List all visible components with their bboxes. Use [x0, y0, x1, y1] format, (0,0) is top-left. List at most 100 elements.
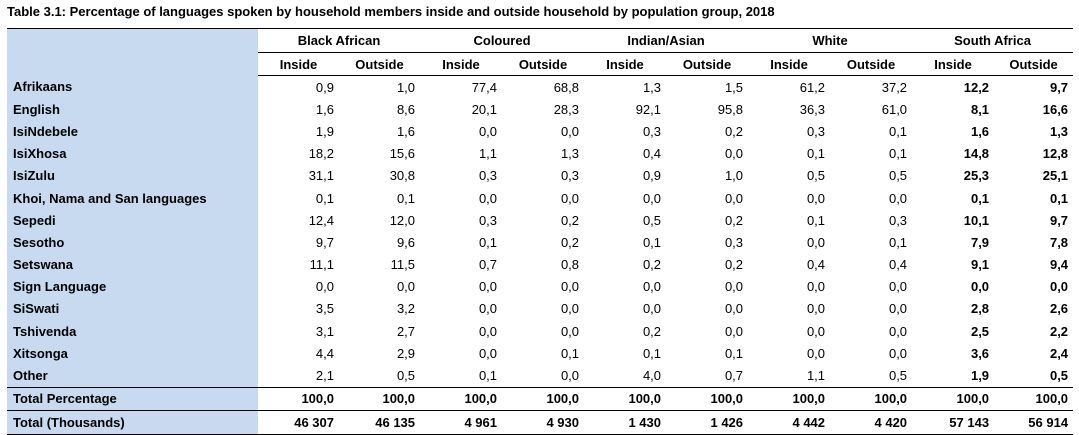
- table-cell: 0,3: [560, 168, 580, 184]
- table-cell: 1,0: [396, 79, 416, 95]
- table-cell: 0,0: [724, 190, 744, 206]
- table-cell: 1,3: [1049, 123, 1069, 139]
- table-cell: 100,0: [258, 386, 339, 411]
- table-cell: 61,0: [881, 101, 908, 117]
- table-cell: 0,5: [1049, 368, 1069, 384]
- table-cell: 0,1: [888, 123, 908, 139]
- table-cell: 95,8: [717, 101, 744, 117]
- table-cell: 28,3: [553, 101, 580, 117]
- table-cell: 0,0: [315, 279, 334, 295]
- inside-column-header: Inside: [584, 52, 667, 76]
- group-header: Indian/Asian: [584, 28, 749, 53]
- table-cell: 12,2: [963, 79, 990, 95]
- table-cell: 0,0: [642, 279, 662, 295]
- language-table: Black African Coloured Indian/Asian Whit…: [7, 28, 1074, 435]
- table-cell: 100,0: [502, 386, 585, 411]
- table-cell: 0,3: [642, 123, 662, 139]
- row-label: English: [7, 98, 258, 121]
- table-cell: 0,0: [806, 279, 826, 295]
- table-cell: 1 430: [584, 409, 667, 435]
- table-cell: 0,1: [888, 146, 908, 162]
- table-cell: 0,1: [724, 345, 744, 361]
- table-row: Xitsonga 4,4 2,9 0,0 0,1 0,1 0,1 0,0 0,0 3,6 2,4: [7, 342, 1073, 365]
- table-cell: 25,3: [963, 168, 990, 184]
- table-cell: 1,6: [970, 123, 990, 139]
- table-cell: 0,0: [724, 279, 744, 295]
- table-row: IsiXhosa 18,2 15,6 1,1 1,3 0,4 0,0 0,1 0,1 14,8 12…: [7, 142, 1073, 165]
- table-cell: 3,1: [315, 323, 334, 339]
- row-label: IsiNdebele: [7, 120, 258, 143]
- table-cell: 3,6: [970, 345, 990, 361]
- table-cell: 0,8: [560, 257, 580, 273]
- table-cell: 100,0: [748, 386, 831, 411]
- table-cell: 46 135: [339, 409, 421, 435]
- header-corner: [7, 52, 258, 76]
- table-row: Sesotho 9,7 9,6 0,1 0,2 0,1 0,3 0,0 0,1 7,9 7,8: [7, 231, 1073, 254]
- table-cell: 4 930: [502, 409, 585, 435]
- table-cell: 100,0: [912, 386, 995, 411]
- table-cell: 0,0: [642, 301, 662, 317]
- table-cell: 0,0: [478, 123, 498, 139]
- group-header: Black African: [258, 28, 421, 53]
- row-label: Other: [7, 364, 258, 388]
- table-cell: 56 914: [994, 409, 1074, 435]
- table-cell: 0,0: [888, 279, 908, 295]
- table-cell: 0,1: [478, 234, 498, 250]
- table-cell: 1,3: [642, 79, 662, 95]
- table-cell: 0,0: [724, 146, 744, 162]
- table-cell: 7,8: [1049, 234, 1069, 250]
- table-cell: 0,4: [806, 257, 826, 273]
- table-cell: 10,1: [963, 212, 990, 228]
- table-cell: 0,0: [724, 323, 744, 339]
- table-cell: 0,0: [560, 123, 580, 139]
- table-cell: 2,4: [1049, 345, 1069, 361]
- group-header: South Africa: [912, 28, 1074, 53]
- table-cell: 0,3: [478, 168, 498, 184]
- table-cell: 4 442: [748, 409, 831, 435]
- table-cell: 0,0: [888, 301, 908, 317]
- table-row: Afrikaans 0,9 1,0 77,4 68,8 1,3 1,5 61,2 37,2 12,…: [7, 75, 1073, 99]
- table-cell: 3,2: [396, 301, 416, 317]
- table-caption: Table 3.1: Percentage of languages spoke…: [7, 4, 775, 19]
- table-row: Sepedi 12,4 12,0 0,3 0,2 0,5 0,2 0,1 0,3 10,1 9,7: [7, 209, 1073, 232]
- table-cell: 0,9: [315, 79, 334, 95]
- table-cell: 0,1: [396, 190, 416, 206]
- table-cell: 36,3: [799, 101, 826, 117]
- table-cell: 0,0: [560, 301, 580, 317]
- table-cell: 1,0: [724, 168, 744, 184]
- table-cell: 0,2: [560, 212, 580, 228]
- table-cell: 1,9: [970, 368, 990, 384]
- table-cell: 57 143: [912, 409, 995, 435]
- table-cell: 9,4: [1049, 257, 1069, 273]
- table-cell: 0,5: [888, 168, 908, 184]
- table-cell: 0,0: [478, 190, 498, 206]
- table-cell: 12,4: [308, 212, 334, 228]
- table-cell: 8,6: [396, 101, 416, 117]
- table-cell: 0,4: [888, 257, 908, 273]
- table-cell: 0,0: [888, 323, 908, 339]
- table-cell: 0,0: [478, 301, 498, 317]
- table-cell: 0,9: [642, 168, 662, 184]
- table-cell: 1,5: [724, 79, 744, 95]
- table-cell: 1,1: [478, 146, 498, 162]
- table-cell: 9,7: [1049, 79, 1069, 95]
- table-cell: 0,1: [970, 190, 990, 206]
- table-cell: 0,4: [642, 146, 662, 162]
- table-row: Other 2,1 0,5 0,1 0,0 4,0 0,7 1,1 0,5 1,9 0,5: [7, 364, 1073, 388]
- table-cell: 0,0: [970, 279, 990, 295]
- row-label: Khoi, Nama and San languages: [7, 186, 258, 210]
- table-cell: 2,7: [396, 323, 416, 339]
- table-cell: 0,2: [724, 212, 744, 228]
- table-cell: 0,1: [315, 190, 334, 206]
- table-cell: 12,0: [389, 212, 416, 228]
- table-cell: 0,0: [396, 279, 416, 295]
- table-cell: 7,9: [970, 234, 990, 250]
- table-cell: 0,5: [396, 368, 416, 384]
- table-cell: 0,3: [888, 212, 908, 228]
- outside-column-header: Outside: [994, 52, 1074, 76]
- inside-column-header: Inside: [748, 52, 831, 76]
- table-row: Sign Language 0,0 0,0 0,0 0,0 0,0 0,0 0,0 0,0 0,0…: [7, 275, 1073, 298]
- table-cell: 12,8: [1042, 146, 1069, 162]
- table-cell: 68,8: [553, 79, 580, 95]
- table-cell: 0,0: [478, 323, 498, 339]
